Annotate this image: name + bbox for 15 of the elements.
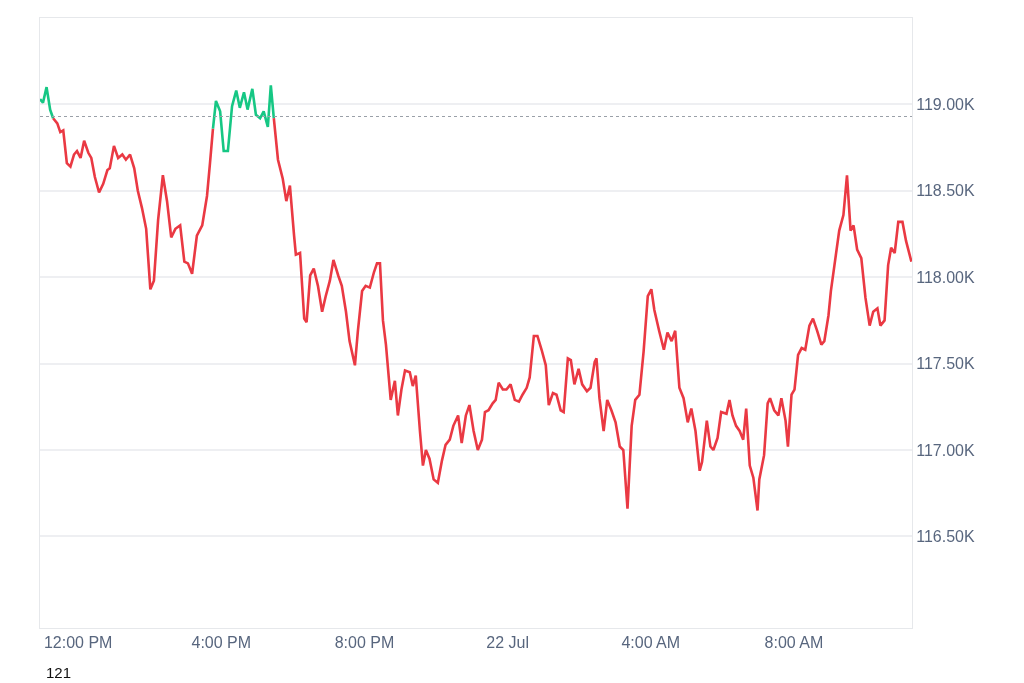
x-tick-label: 22 Jul [486, 634, 529, 652]
x-tick-label: 4:00 PM [191, 634, 252, 652]
y-tick-label: 118.50K [916, 182, 975, 200]
y-tick-label: 118.00K [916, 268, 975, 286]
x-tick-label: 8:00 PM [334, 634, 395, 652]
x-tick-label: 12:00 PM [43, 634, 113, 652]
line-series [211, 84, 276, 153]
y-tick-label: 117.00K [916, 441, 975, 459]
text: 121 [46, 664, 72, 681]
x-tick-label: 8:00 AM [764, 634, 824, 652]
line-series [40, 85, 55, 120]
y-tick-label: 116.50K [916, 528, 975, 546]
x-tick-label: 4:00 AM [621, 634, 681, 652]
y-tick-label: 117.50K [916, 355, 975, 373]
y-tick-label: 119.00K [916, 96, 975, 113]
